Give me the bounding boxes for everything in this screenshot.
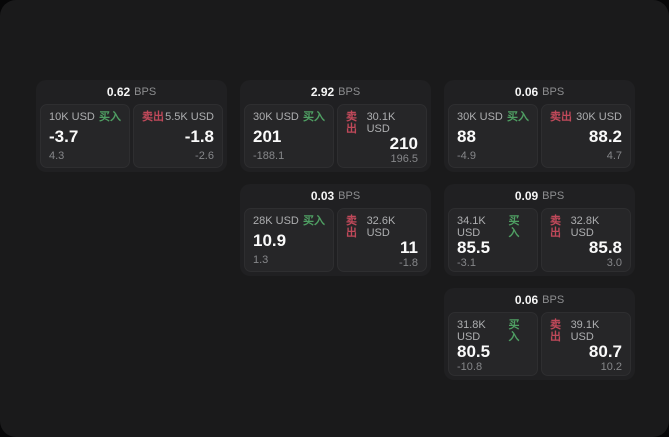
bps-unit-label: BPS xyxy=(542,294,565,306)
buy-amount: 31.8K USD xyxy=(457,319,486,343)
sell-amount: 30K USD xyxy=(576,111,622,123)
tile-header: 0.06 BPS xyxy=(444,288,635,312)
bps-unit-label: BPS xyxy=(338,86,361,98)
tile-header: 0.62 BPS xyxy=(36,80,227,104)
sell-price: 88.2 xyxy=(588,126,622,146)
price-tile: 0.62 BPS 10K USD 买入 -3.7 4.3 卖出 5.5K USD… xyxy=(36,80,227,172)
sell-amount: 39.1K USD xyxy=(570,319,600,343)
buy-sub-value: -10.8 xyxy=(457,361,483,373)
sell-price: 210 xyxy=(389,134,418,153)
buy-sub-value: 1.3 xyxy=(253,254,269,266)
bps-unit-label: BPS xyxy=(542,86,565,98)
buy-side-label: 买入 xyxy=(507,111,529,123)
buy-side-label: 买入 xyxy=(303,215,325,227)
buy-amount: 30K USD xyxy=(457,111,503,123)
buy-panel[interactable]: 10K USD 买入 -3.7 4.3 xyxy=(40,104,130,168)
sell-sub-value: 10.2 xyxy=(600,361,622,373)
sell-sub-value: -1.8 xyxy=(399,257,418,269)
buy-price: 80.5 xyxy=(457,342,491,361)
buy-amount: 10K USD xyxy=(49,111,95,123)
bps-value: 0.06 xyxy=(514,85,539,99)
sell-sub-value: 3.0 xyxy=(606,257,622,269)
buy-panel[interactable]: 30K USD 买入 88 -4.9 xyxy=(448,104,538,168)
buy-amount: 28K USD xyxy=(253,215,299,227)
sell-price: 85.8 xyxy=(588,238,622,257)
buy-side-label: 买入 xyxy=(303,111,325,123)
price-tile: 0.06 BPS 31.8K USD 买入 80.5 -10.8 卖出 39.1… xyxy=(444,288,635,380)
buy-price: 85.5 xyxy=(457,238,491,257)
buy-sub-value: -188.1 xyxy=(253,150,285,162)
buy-price: 201 xyxy=(253,126,282,146)
buy-price: 88 xyxy=(457,126,476,146)
sell-panel[interactable]: 卖出 30K USD 88.2 4.7 xyxy=(541,104,631,168)
sell-side-label: 卖出 xyxy=(346,215,357,239)
sell-price: -1.8 xyxy=(184,126,214,146)
buy-sub-value: -4.9 xyxy=(457,150,476,162)
tile-header: 0.06 BPS xyxy=(444,80,635,104)
sell-side-label: 卖出 xyxy=(550,111,572,123)
sell-sub-value: 4.7 xyxy=(606,150,622,162)
bps-unit-label: BPS xyxy=(134,86,157,98)
sell-amount: 32.8K USD xyxy=(570,215,600,239)
buy-panel[interactable]: 28K USD 买入 10.9 1.3 xyxy=(244,208,334,272)
sell-panel[interactable]: 卖出 39.1K USD 80.7 10.2 xyxy=(541,312,631,376)
price-tile: 2.92 BPS 30K USD 买入 201 -188.1 卖出 30.1K … xyxy=(240,80,431,172)
tile-header: 2.92 BPS xyxy=(240,80,431,104)
sell-amount: 5.5K USD xyxy=(165,111,214,123)
sell-panel[interactable]: 卖出 32.8K USD 85.8 3.0 xyxy=(541,208,631,272)
sell-price: 80.7 xyxy=(588,342,622,361)
buy-panel[interactable]: 30K USD 买入 201 -188.1 xyxy=(244,104,334,168)
buy-panel[interactable]: 31.8K USD 买入 80.5 -10.8 xyxy=(448,312,538,376)
bps-value: 0.03 xyxy=(310,189,335,203)
buy-amount: 30K USD xyxy=(253,111,299,123)
bps-unit-label: BPS xyxy=(542,190,565,202)
buy-side-label: 买入 xyxy=(99,111,121,123)
buy-panel[interactable]: 34.1K USD 买入 85.5 -3.1 xyxy=(448,208,538,272)
bps-value: 2.92 xyxy=(310,85,335,99)
buy-sub-value: -3.1 xyxy=(457,257,476,269)
tile-header: 0.09 BPS xyxy=(444,184,635,208)
bps-value: 0.09 xyxy=(514,189,539,203)
bps-unit-label: BPS xyxy=(338,190,361,202)
sell-side-label: 卖出 xyxy=(550,215,561,239)
buy-amount: 34.1K USD xyxy=(457,215,486,239)
sell-amount: 32.6K USD xyxy=(366,215,396,239)
sell-side-label: 卖出 xyxy=(142,111,164,123)
sell-price: 11 xyxy=(400,238,418,257)
buy-price: 10.9 xyxy=(253,230,287,250)
sell-sub-value: -2.6 xyxy=(195,150,214,162)
sell-panel[interactable]: 卖出 30.1K USD 210 196.5 xyxy=(337,104,427,168)
sell-panel[interactable]: 卖出 5.5K USD -1.8 -2.6 xyxy=(133,104,223,168)
buy-sub-value: 4.3 xyxy=(49,150,65,162)
tile-header: 0.03 BPS xyxy=(240,184,431,208)
price-tile: 0.06 BPS 30K USD 买入 88 -4.9 卖出 30K USD 8… xyxy=(444,80,635,172)
sell-panel[interactable]: 卖出 32.6K USD 11 -1.8 xyxy=(337,208,427,272)
sell-sub-value: 196.5 xyxy=(390,153,418,165)
sell-side-label: 卖出 xyxy=(550,319,561,343)
price-tile: 0.03 BPS 28K USD 买入 10.9 1.3 卖出 32.6K US… xyxy=(240,184,431,276)
buy-side-label: 买入 xyxy=(508,319,520,343)
bps-value: 0.62 xyxy=(106,85,131,99)
sell-side-label: 卖出 xyxy=(346,111,357,135)
bps-value: 0.06 xyxy=(514,293,539,307)
price-tile: 0.09 BPS 34.1K USD 买入 85.5 -3.1 卖出 32.8K… xyxy=(444,184,635,276)
sell-amount: 30.1K USD xyxy=(366,111,396,135)
buy-price: -3.7 xyxy=(49,126,79,146)
buy-side-label: 买入 xyxy=(508,215,520,239)
